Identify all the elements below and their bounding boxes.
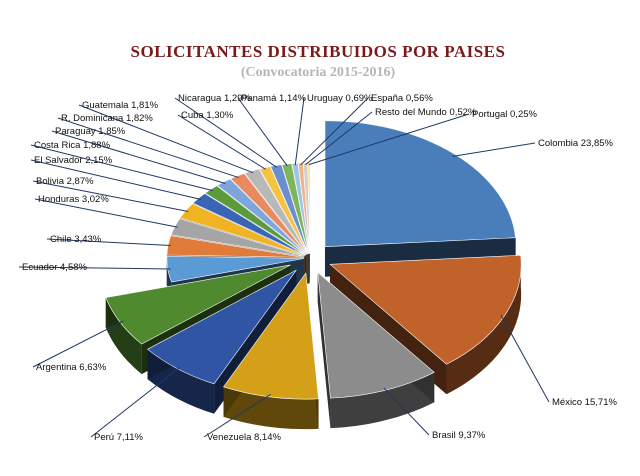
leader-line-18 — [237, 97, 288, 167]
slice-label-3: Brasil 9,37% — [432, 430, 486, 441]
leader-line-5 — [90, 366, 181, 438]
leader-line-13 — [51, 130, 226, 185]
leader-line-1 — [452, 142, 536, 157]
leader-line-11 — [30, 159, 201, 200]
leader-line-20 — [300, 97, 369, 166]
slice-4 — [223, 272, 319, 430]
leader-line-19 — [294, 97, 305, 166]
slice-label-22: Portugal 0,25% — [472, 109, 538, 120]
leader-line-2 — [500, 314, 550, 403]
leader-line-16 — [177, 114, 267, 170]
slice-side-4 — [223, 386, 319, 430]
slice-top-1 — [324, 120, 516, 248]
leader-lines — [18, 97, 550, 438]
leader-line-7 — [18, 266, 171, 270]
leader-line-15 — [78, 104, 254, 174]
slice-top-18 — [281, 163, 310, 254]
slice-label-13: Paraguay 1,85% — [55, 126, 126, 137]
slice-label-17: Nicaragua 1,29% — [178, 93, 251, 104]
slice-label-5: Perú 7,11% — [94, 432, 143, 443]
slice-1 — [324, 120, 516, 277]
leader-line-17 — [174, 97, 278, 168]
slice-top-12 — [204, 185, 307, 256]
leader-line-14 — [57, 117, 239, 179]
slice-3 — [317, 271, 435, 429]
slice-label-18: Panamá 1,14% — [241, 93, 307, 104]
slice-label-6: Argentina 6,63% — [36, 362, 107, 373]
leader-line-12 — [30, 144, 213, 192]
slice-label-16: Cuba 1,30% — [181, 110, 234, 121]
slice-top-11 — [192, 193, 306, 256]
slice-side-2 — [446, 255, 522, 395]
slice-top-3 — [317, 271, 435, 399]
slice-top-16 — [259, 166, 309, 255]
slice-top-15 — [244, 168, 308, 255]
slice-label-11: El Salvador 2,15% — [34, 155, 113, 166]
slice-top-6 — [105, 264, 291, 345]
slice-label-10: Bolivia 2,87% — [36, 176, 94, 187]
leader-line-3 — [383, 387, 430, 436]
slice-label-8: Chile 3,43% — [50, 234, 102, 245]
leader-line-22 — [308, 113, 470, 166]
slice-label-20: España 0,56% — [371, 93, 433, 104]
slice-top-2 — [329, 254, 522, 365]
slice-label-14: R. Dominicana 1,82% — [61, 113, 153, 124]
leader-line-6 — [32, 320, 124, 368]
slice-label-21: Resto del Mundo 0,52% — [375, 107, 477, 118]
slice-top-19 — [291, 162, 310, 254]
leader-line-9 — [34, 198, 178, 228]
leader-line-10 — [32, 180, 189, 212]
slice-label-9: Honduras 3,02% — [38, 194, 109, 205]
slice-label-12: Costa Rica 1,88% — [34, 140, 111, 151]
slice-label-7: Ecuador 4,58% — [22, 262, 88, 273]
leader-line-21 — [305, 111, 373, 166]
slice-label-4: Venezuela 8,14% — [207, 432, 282, 443]
slice-top-14 — [230, 173, 308, 255]
chart-title: SOLICITANTES DISTRIBUIDOS POR PAISES — [131, 42, 506, 61]
chart-subtitle: (Convocatoria 2015-2016) — [241, 65, 396, 80]
leader-line-8 — [46, 238, 171, 247]
slice-side-3 — [330, 372, 435, 429]
slice-wall-3-1 — [317, 272, 331, 429]
slice-top-13 — [216, 178, 307, 255]
slice-label-1: Colombia 23,85% — [538, 138, 614, 149]
slice-top-17 — [270, 164, 309, 255]
slice-5 — [147, 269, 297, 414]
pie-slices — [105, 120, 522, 430]
slice-top-4 — [223, 272, 319, 400]
slice-label-2: México 15,71% — [552, 397, 618, 408]
slice-labels: Colombia 23,85% México 15,71% Brasil 9,37%… — [22, 93, 618, 443]
slice-label-15: Guatemala 1,81% — [82, 100, 159, 111]
leader-line-4 — [203, 393, 271, 438]
slice-label-19: Uruguay 0,69% — [307, 93, 373, 104]
